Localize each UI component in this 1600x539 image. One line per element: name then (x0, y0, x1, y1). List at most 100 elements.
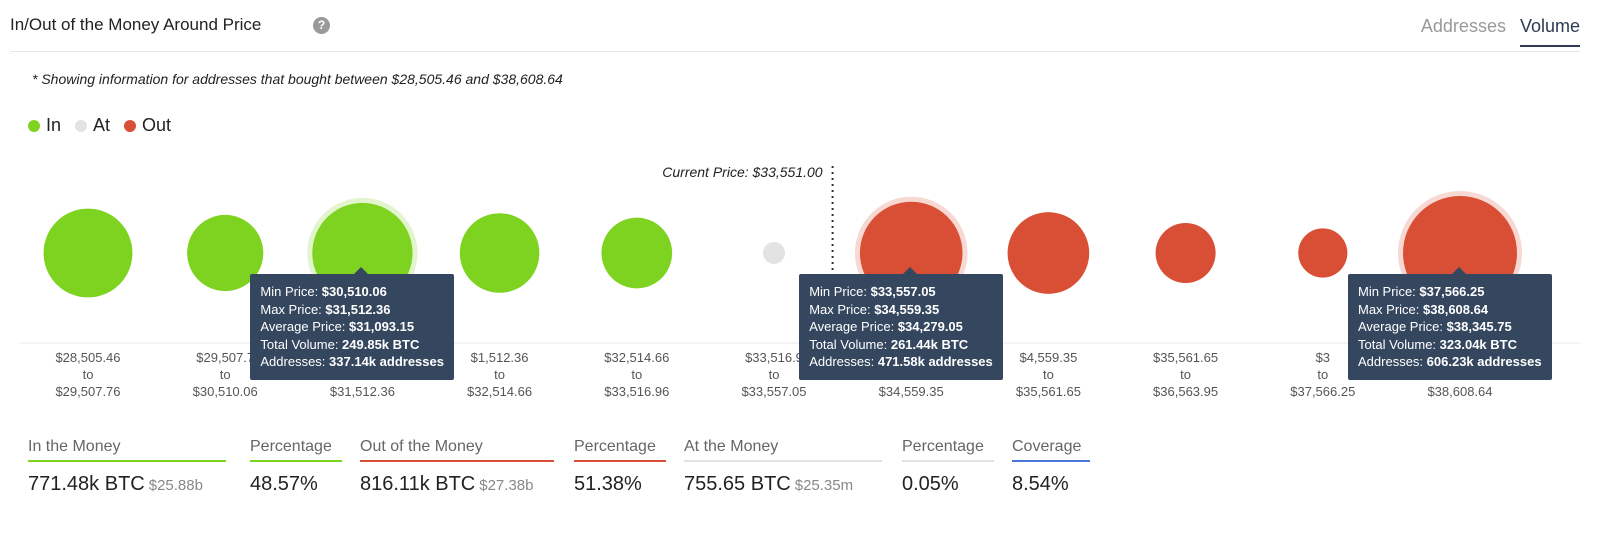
range-to-label-4: $33,516.96 (604, 384, 669, 399)
widget-title: In/Out of the Money Around Price (10, 15, 262, 34)
tooltip-row: Total Volume: 323.04k BTC (1358, 336, 1542, 354)
tooltip-row-value: $34,559.35 (874, 301, 940, 317)
legend-out-label: Out (142, 115, 172, 135)
range-to-label-7: $35,561.65 (1016, 384, 1081, 399)
range-from-label-5: $33,516.9 (745, 350, 803, 365)
tooltip-row-label: Addresses: (809, 354, 878, 369)
range-from-label-1: $29,507.7 (196, 350, 254, 365)
range-to-label-1: $30,510.06 (193, 384, 258, 399)
stat-in-percentage: Percentage 48.57% (250, 438, 342, 496)
range-to-label-8: $36,563.95 (1153, 384, 1218, 399)
tooltip-row-value: 606.23k addresses (1426, 354, 1542, 369)
tooltip-row-label: Total Volume: (1358, 336, 1440, 352)
stat-value-in-the-money: 771.48k BTC (28, 473, 145, 495)
range-note: * Showing information for addresses that… (32, 71, 563, 87)
tooltip-row-value: $33,557.05 (870, 284, 936, 299)
stat-sub-out-of-the-money: $27.38b (479, 477, 534, 494)
tooltip-row: Max Price: $38,608.64 (1358, 301, 1542, 319)
bubble-out-8[interactable] (1155, 222, 1216, 284)
bubble-in-4[interactable] (601, 217, 673, 289)
tooltip-row-label: Average Price: (809, 319, 898, 334)
range-to-label-6: $34,559.35 (879, 384, 944, 399)
tooltip-row: Addresses: 337.14k addresses (260, 353, 444, 371)
range-to-word-1: to (220, 367, 231, 382)
bubble-at-5[interactable] (763, 242, 785, 264)
tooltip-row-label: Max Price: (1358, 301, 1424, 317)
stat-out-percentage: Percentage 51.38% (574, 438, 666, 496)
range-from-label-7: $4,559.35 (1019, 350, 1077, 365)
stat-out-of-the-money: Out of the Money 816.11k BTC $27.38b (360, 438, 554, 496)
stat-label-coverage: Coverage (1012, 438, 1090, 462)
tooltip-1: Min Price: $33,557.05 Max Price: $34,559.… (799, 267, 1003, 380)
tooltip-row: Average Price: $38,345.75 (1358, 318, 1542, 336)
help-icon[interactable]: ? (313, 17, 330, 34)
tooltip-row: Average Price: $31,093.15 (260, 318, 444, 336)
stat-sub-at-the-money: $25.35m (794, 477, 854, 494)
tooltip-row-value: $31,093.15 (349, 319, 415, 334)
legend-in-label: In (46, 115, 62, 135)
legend-item-in[interactable]: In (28, 115, 61, 136)
range-to-word-0: to (83, 367, 94, 382)
tooltip-row-label: Total Volume: (260, 336, 343, 352)
stat-at-percentage: Percentage 0.05% (902, 438, 994, 496)
tab-addresses[interactable]: Addresses (1420, 16, 1506, 36)
range-to-word-3: to (494, 367, 505, 382)
tooltip-row: Min Price: $33,557.05 (809, 283, 993, 301)
tooltip-row-label: Addresses: (1358, 354, 1427, 369)
tooltip-row-label: Average Price: (260, 319, 350, 334)
stat-value-out-of-the-money: 816.11k BTC (360, 473, 476, 495)
bubble-out-7[interactable] (1007, 212, 1090, 294)
range-to-word-7: to (1043, 367, 1054, 382)
stat-label-in-the-money: In the Money (28, 438, 226, 462)
tooltip-0: Min Price: $30,510.06 Max Price: $31,512.… (250, 267, 454, 380)
legend-at-dot-icon (75, 119, 88, 132)
tooltip-row: Total Volume: 261.44k BTC (809, 336, 993, 354)
tooltip-row-value: $37,566.25 (1419, 284, 1485, 299)
range-to-label-5: $33,557.05 (741, 384, 806, 399)
tooltip-row: Max Price: $34,559.35 (809, 301, 993, 319)
tooltip-row: Min Price: $30,510.06 (260, 283, 444, 301)
bubble-in-1[interactable] (187, 214, 264, 292)
tooltip-row-value: $34,279.05 (897, 319, 963, 334)
tooltip-row-value: 323.04k BTC (1439, 336, 1517, 352)
range-from-label-8: $35,561.65 (1153, 350, 1218, 365)
range-to-label-0: $29,507.76 (55, 384, 120, 399)
legend-item-out[interactable]: Out (124, 115, 171, 136)
stat-value-at-percentage: 0.05% (902, 473, 959, 495)
range-to-label-3: $32,514.66 (467, 384, 532, 399)
tooltip-row-value: $30,510.06 (321, 284, 387, 299)
range-to-label-2: $31,512.36 (330, 384, 395, 399)
tooltip-row: Total Volume: 249.85k BTC (260, 336, 444, 354)
bubble-in-0[interactable] (43, 208, 133, 298)
stat-label-out-percentage: Percentage (574, 438, 666, 462)
tab-volume[interactable]: Volume (1519, 16, 1580, 47)
range-from-label-3: $1,512.36 (471, 350, 529, 365)
tooltip-row-label: Min Price: (1358, 284, 1420, 299)
range-to-word-5: to (769, 367, 780, 382)
bubble-in-3[interactable] (459, 213, 540, 293)
stat-value-out-percentage: 51.38% (574, 473, 642, 495)
current-price-label: Current Price: $33,551.00 (662, 164, 823, 180)
stat-coverage: Coverage 8.54% (1012, 438, 1090, 496)
header-divider (10, 51, 1580, 52)
tooltip-row-value: 249.85k BTC (342, 336, 420, 352)
stat-in-the-money: In the Money 771.48k BTC $25.88b (28, 438, 226, 496)
stat-value-at-the-money: 755.65 BTC (684, 473, 791, 495)
stat-label-at-percentage: Percentage (902, 438, 994, 462)
tooltip-row-value: $38,608.64 (1423, 301, 1489, 317)
tooltip-row: Average Price: $34,279.05 (809, 318, 993, 336)
legend-in-dot-icon (28, 119, 40, 132)
range-from-label-4: $32,514.66 (604, 350, 669, 365)
range-from-label-0: $28,505.46 (55, 350, 120, 365)
tooltip-row-label: Max Price: (809, 301, 875, 317)
range-to-word-8: to (1180, 367, 1191, 382)
stat-value-in-percentage: 48.57% (250, 473, 318, 495)
tooltip-2: Min Price: $37,566.25 Max Price: $38,608.… (1348, 267, 1552, 380)
bubble-out-9[interactable] (1298, 228, 1348, 278)
tooltip-row-label: Total Volume: (809, 336, 891, 352)
legend-item-at[interactable]: At (75, 115, 110, 136)
stat-value-coverage: 8.54% (1012, 473, 1069, 495)
range-to-label-10: $38,608.64 (1427, 384, 1492, 399)
range-to-word-4: to (631, 367, 642, 382)
range-to-word-9: to (1317, 367, 1328, 382)
